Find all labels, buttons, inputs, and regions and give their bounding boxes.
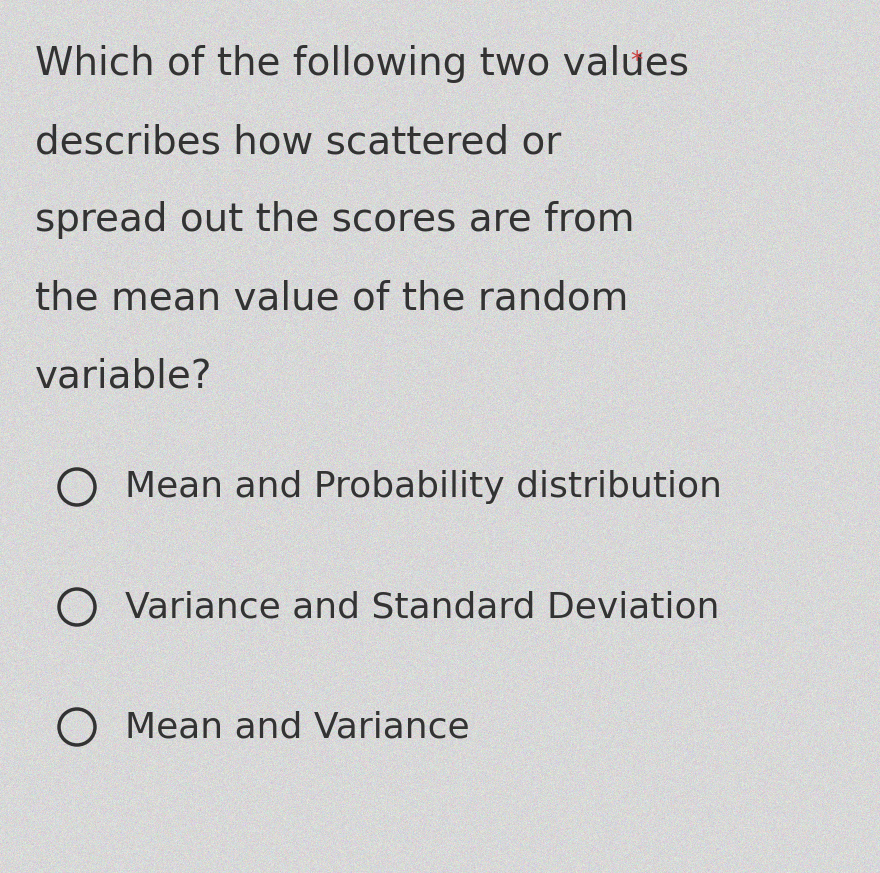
Text: Mean and Variance: Mean and Variance	[125, 710, 470, 744]
Text: describes how scattered or: describes how scattered or	[35, 123, 561, 161]
Text: spread out the scores are from: spread out the scores are from	[35, 201, 634, 239]
Text: Which of the following two values: Which of the following two values	[35, 45, 689, 83]
Text: Mean and Probability distribution: Mean and Probability distribution	[125, 470, 722, 504]
Text: Variance and Standard Deviation: Variance and Standard Deviation	[125, 590, 720, 624]
Text: the mean value of the random: the mean value of the random	[35, 279, 628, 317]
Text: *: *	[630, 49, 642, 73]
Text: variable?: variable?	[35, 357, 212, 395]
